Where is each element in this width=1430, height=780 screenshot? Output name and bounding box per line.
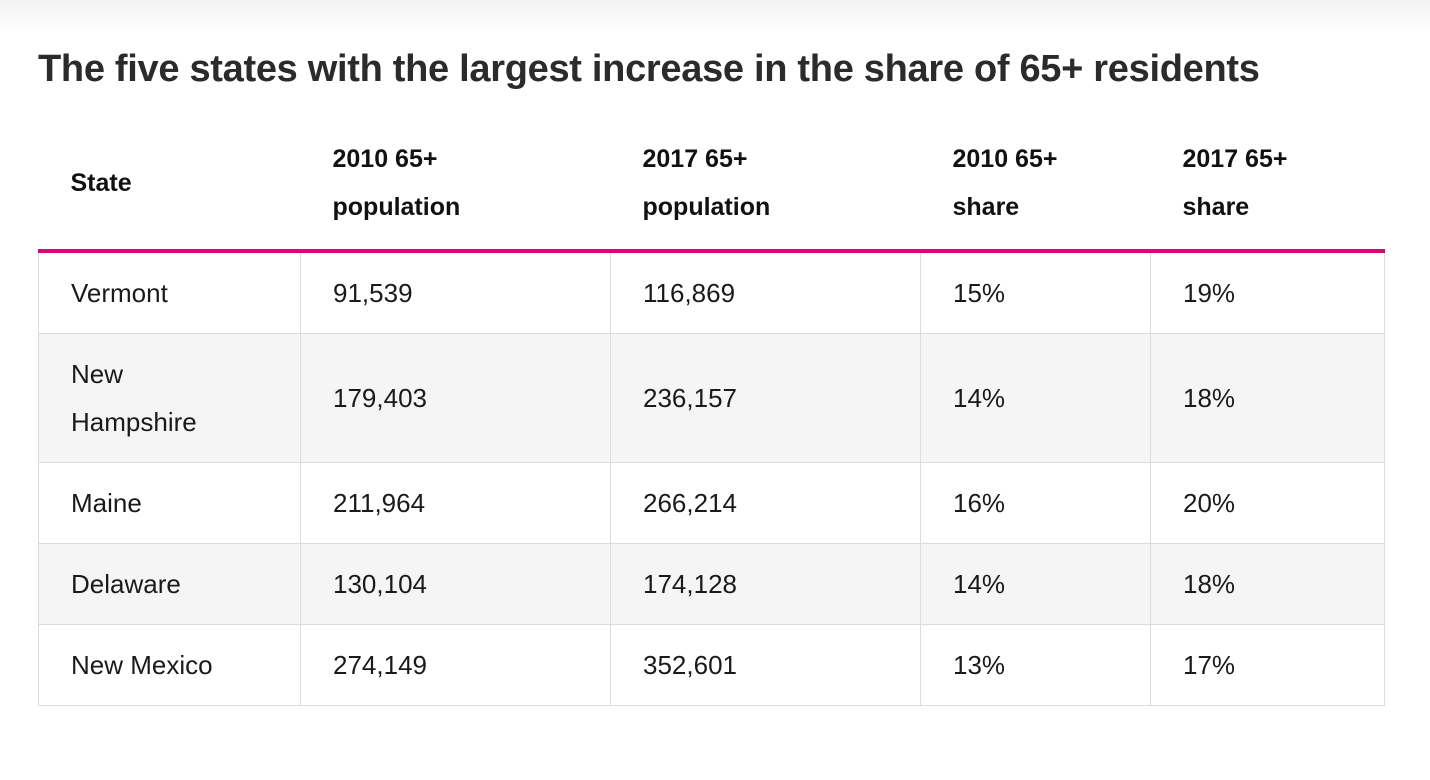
state-name: New Hampshire — [71, 359, 197, 437]
population-2017-cell: 236,157 — [610, 333, 921, 463]
share-2017-cell: 18% — [1150, 333, 1385, 463]
state-cell: New Hampshire — [38, 333, 301, 463]
share-2017-value: 19% — [1183, 278, 1236, 308]
table-row-vermont: Vermont 91,539 116,869 15% 19% — [38, 250, 1385, 334]
population-2017-value: 236,157 — [643, 383, 737, 413]
column-header-2010-population: 2010 65+ population — [300, 129, 611, 253]
share-2017-cell: 17% — [1150, 624, 1385, 706]
share-2010-value: 13% — [953, 650, 1006, 680]
population-2017-cell: 352,601 — [610, 624, 921, 706]
population-2017-value: 266,214 — [643, 488, 737, 518]
state-cell: Vermont — [38, 250, 301, 334]
column-header-2017-population: 2017 65+ population — [610, 129, 921, 253]
share-2010-value: 16% — [953, 488, 1006, 518]
share-2017-value: 18% — [1183, 383, 1236, 413]
population-2010-cell: 274,149 — [300, 624, 611, 706]
column-header-state: State — [38, 129, 301, 253]
population-2010-value: 130,104 — [333, 569, 427, 599]
column-header-label: 2010 65+ population — [332, 145, 461, 221]
share-2010-cell: 13% — [920, 624, 1151, 706]
table-row-maine: Maine 211,964 266,214 16% 20% — [38, 462, 1385, 544]
population-2010-cell: 211,964 — [300, 462, 611, 544]
population-2010-value: 91,539 — [333, 278, 413, 308]
table-row-new-mexico: New Mexico 274,149 352,601 13% 17% — [38, 624, 1385, 706]
population-2010-cell: 91,539 — [300, 250, 611, 334]
population-2017-cell: 174,128 — [610, 543, 921, 625]
share-2010-value: 14% — [953, 569, 1006, 599]
population-2017-value: 116,869 — [643, 278, 736, 308]
state-name: Maine — [71, 488, 142, 518]
population-2017-value: 352,601 — [643, 650, 737, 680]
share-2010-cell: 15% — [920, 250, 1151, 334]
population-2010-cell: 179,403 — [300, 333, 611, 463]
population-2010-value: 211,964 — [333, 488, 426, 518]
population-2017-value: 174,128 — [643, 569, 737, 599]
share-2017-cell: 19% — [1150, 250, 1385, 334]
table-body: Vermont 91,539 116,869 15% 19% New Hamps… — [38, 250, 1385, 706]
table-row-delaware: Delaware 130,104 174,128 14% 18% — [38, 543, 1385, 625]
column-header-label: State — [70, 169, 132, 197]
column-header-label: 2017 65+ population — [642, 145, 771, 221]
share-2017-value: 18% — [1183, 569, 1236, 599]
population-2010-value: 274,149 — [333, 650, 427, 680]
column-header-label: 2010 65+ share — [952, 145, 1058, 221]
states-65plus-table: State 2010 65+ population 2017 65+ popul… — [38, 129, 1385, 706]
column-header-2010-share: 2010 65+ share — [920, 129, 1151, 253]
share-2017-cell: 20% — [1150, 462, 1385, 544]
share-2010-cell: 16% — [920, 462, 1151, 544]
column-header-label: 2017 65+ share — [1182, 145, 1288, 221]
page-title: The five states with the largest increas… — [38, 48, 1260, 90]
page-top-fade — [0, 0, 1430, 34]
population-2010-cell: 130,104 — [300, 543, 611, 625]
state-name: New Mexico — [71, 650, 213, 680]
state-name: Delaware — [71, 569, 181, 599]
state-cell: New Mexico — [38, 624, 301, 706]
population-2017-cell: 116,869 — [610, 250, 921, 334]
state-cell: Maine — [38, 462, 301, 544]
state-cell: Delaware — [38, 543, 301, 625]
share-2010-value: 15% — [953, 278, 1006, 308]
population-2017-cell: 266,214 — [610, 462, 921, 544]
share-2010-cell: 14% — [920, 543, 1151, 625]
state-name: Vermont — [71, 278, 168, 308]
share-2017-cell: 18% — [1150, 543, 1385, 625]
share-2010-cell: 14% — [920, 333, 1151, 463]
table-row-new-hampshire: New Hampshire 179,403 236,157 14% 18% — [38, 333, 1385, 463]
share-2017-value: 17% — [1183, 650, 1236, 680]
share-2010-value: 14% — [953, 383, 1006, 413]
table-header-row: State 2010 65+ population 2017 65+ popul… — [38, 129, 1385, 253]
column-header-2017-share: 2017 65+ share — [1150, 129, 1385, 253]
share-2017-value: 20% — [1183, 488, 1236, 518]
population-2010-value: 179,403 — [333, 383, 427, 413]
